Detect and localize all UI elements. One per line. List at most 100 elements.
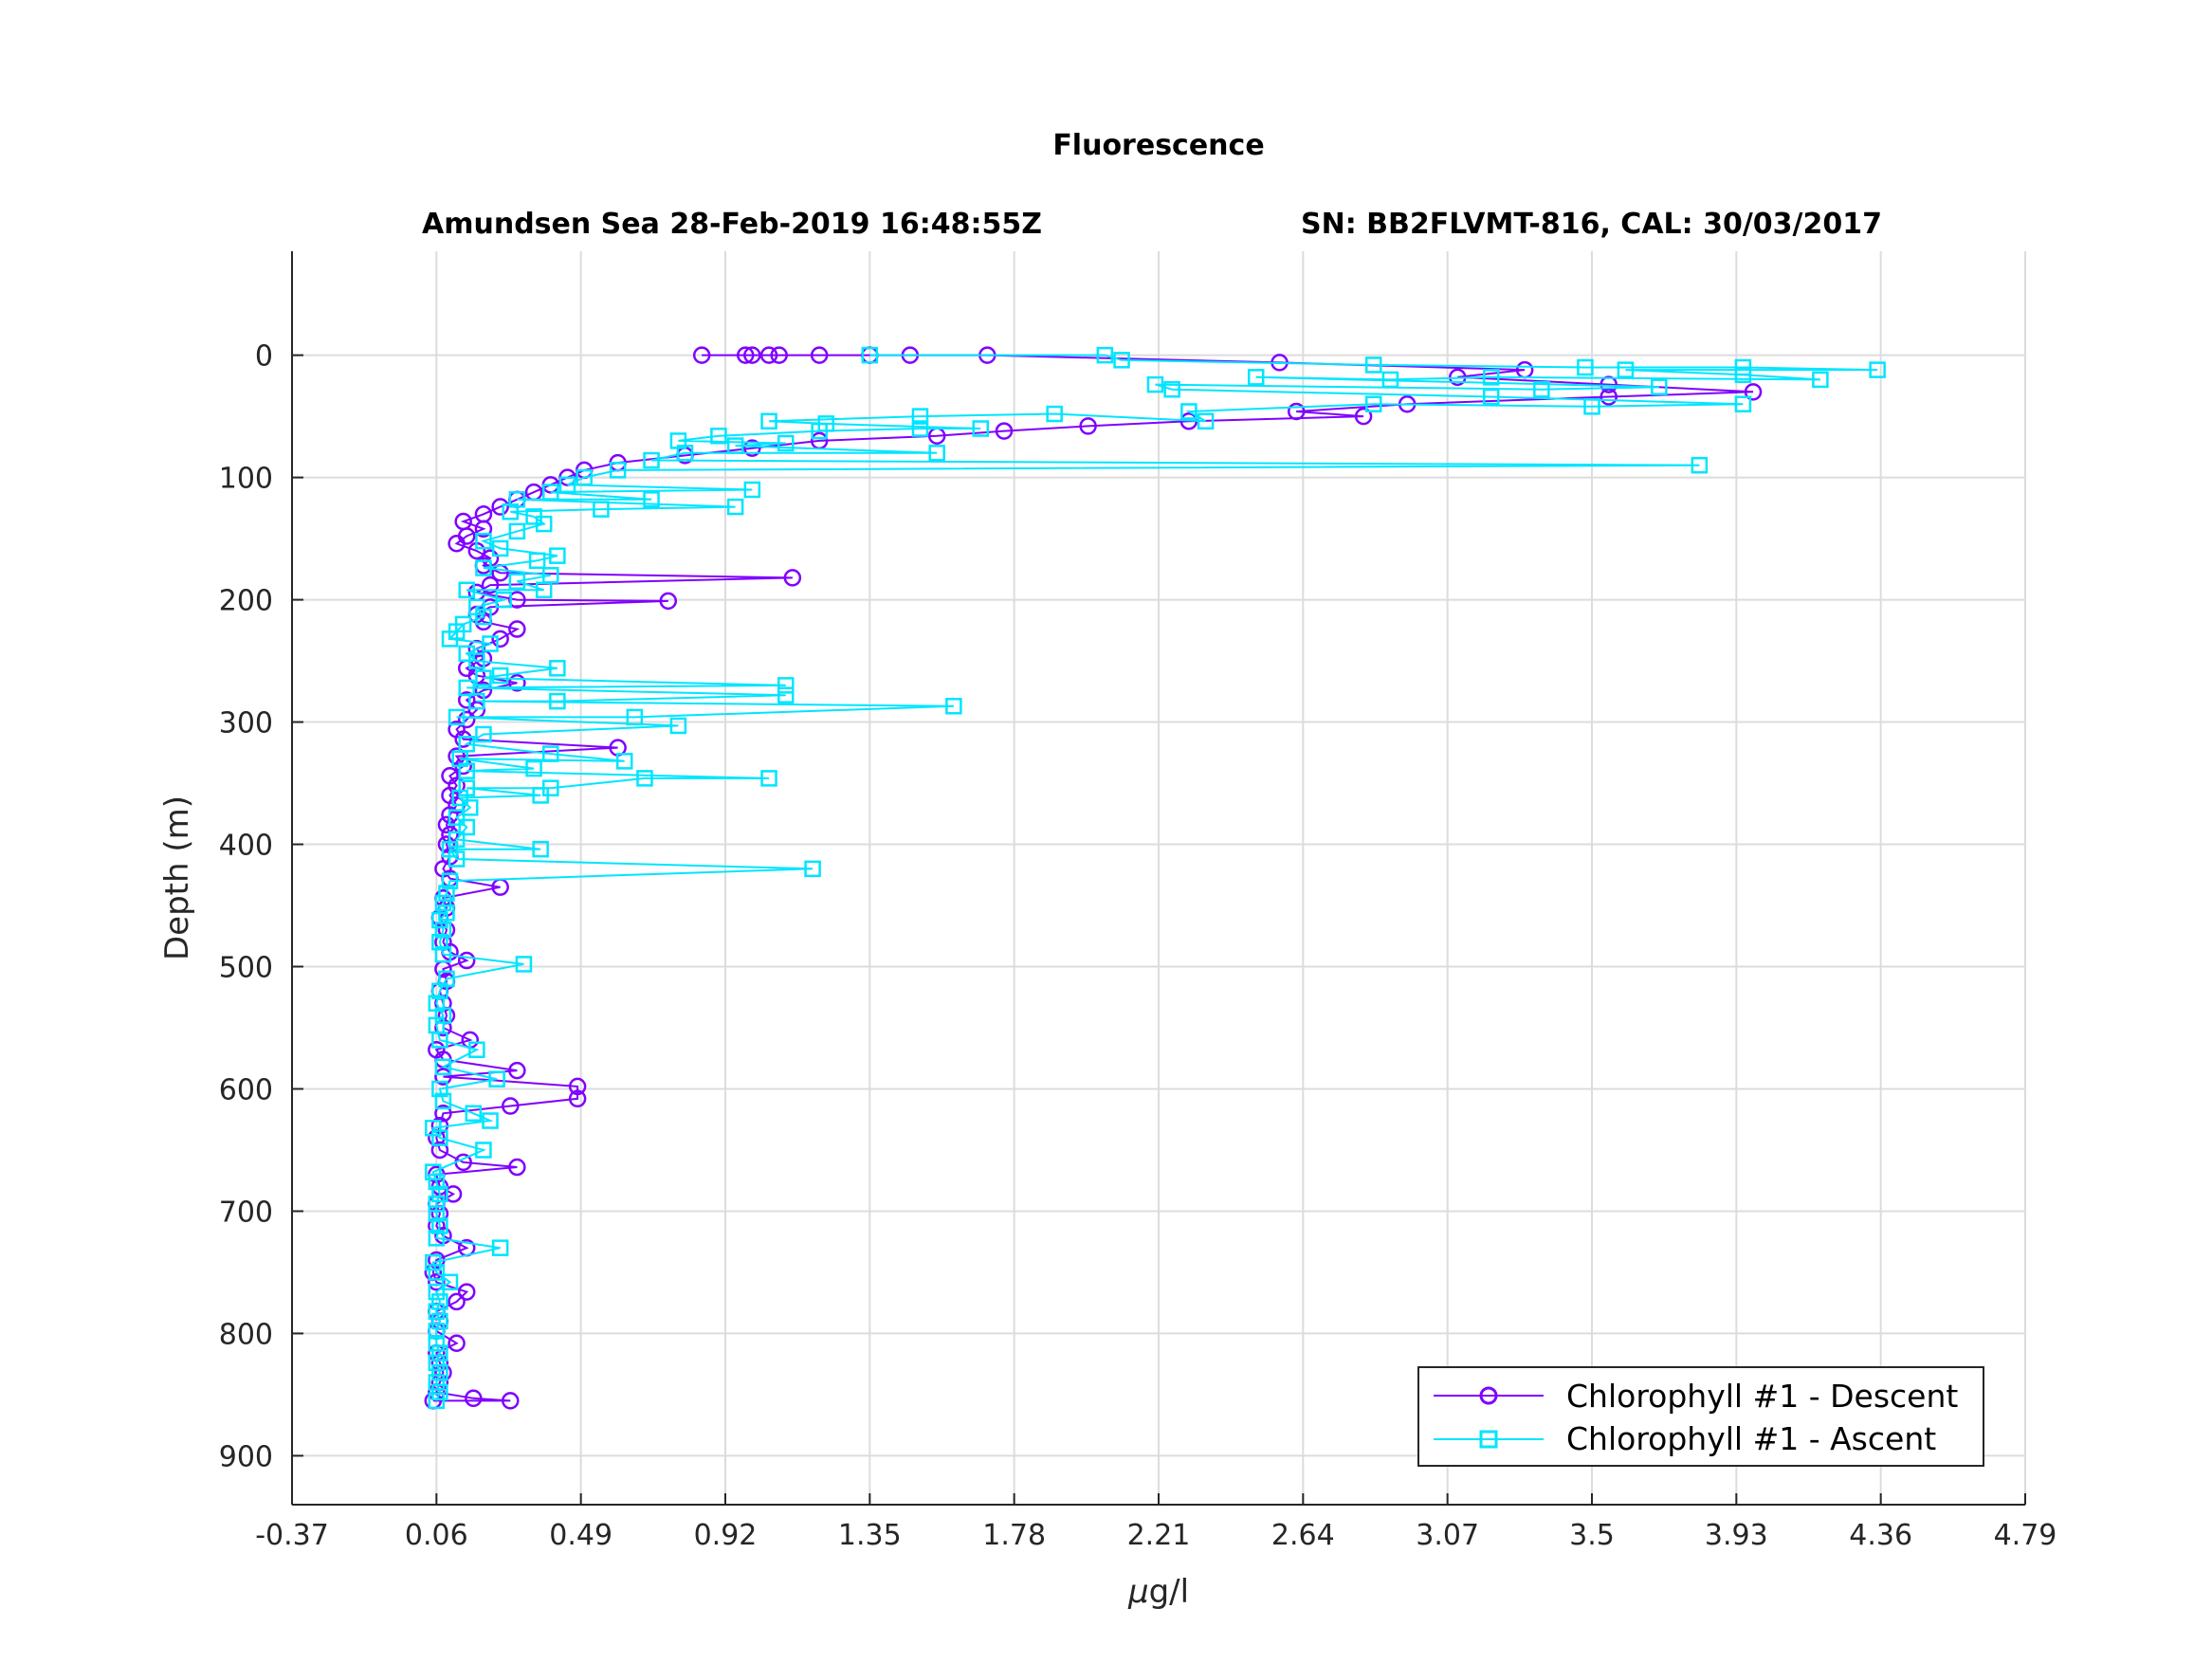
series-ascent-point [431,1344,448,1361]
chart-subtitle-right: SN: BB2FLVMT-816, CAL: 30/03/2017 [1301,208,1882,241]
series-descent-point [692,346,711,364]
series-descent-point [743,346,761,364]
series-ascent-point [428,1323,446,1340]
series-descent-point [491,498,509,516]
series-ascent-point [1381,371,1399,389]
series-ascent-point [475,669,492,686]
series-descent-point [430,1141,449,1160]
x-tick-label: 4.79 [1994,1519,2057,1552]
series-ascent-point [1533,380,1550,398]
series-ascent-point [448,708,466,726]
series-ascent-point [475,1142,492,1159]
series-ascent-point [1577,358,1594,376]
series-ascent-point [425,1253,442,1271]
series-ascent-point [1482,369,1500,386]
series-descent-point [810,346,829,364]
series-ascent-point [438,970,455,988]
x-tick-label: 2.21 [1127,1519,1191,1552]
series-ascent-point [428,1205,446,1222]
series-ascent-point [1113,352,1130,369]
series-ascent-point [431,1185,448,1203]
series-ascent-point [458,736,475,753]
series-ascent-point [549,547,566,564]
series-ascent [425,346,1886,1410]
series-ascent-point [488,1070,505,1087]
series-ascent-point [428,1374,446,1391]
series-ascent-point [434,922,452,939]
series-ascent-point [491,1239,509,1256]
x-tick-label: 1.35 [838,1519,902,1552]
series-descent-point [783,569,802,587]
series-descent-point [759,346,778,364]
series-ascent-point [454,615,472,633]
y-axis-label: Depth (m) [158,795,196,960]
series-ascent-point [448,831,466,849]
series-ascent-point [438,905,455,922]
series-ascent-point [458,779,475,796]
x-tick-label: 4.36 [1849,1519,1912,1552]
series-ascent-point [1180,403,1197,420]
series-descent-point [448,1292,466,1311]
series-ascent-point [491,539,509,557]
series-descent-point [659,592,678,611]
series-ascent-point [1617,361,1635,378]
series-ascent-point [549,692,566,710]
series-descent-point [770,346,788,364]
x-tick-label: 1.78 [982,1519,1046,1552]
series-descent-point [1600,375,1618,393]
series-ascent-point [431,1080,448,1098]
series-descent-point [454,730,472,748]
series-ascent-point [458,679,475,697]
series-ascent-point [1364,356,1382,374]
series-ascent-point [434,945,452,963]
legend-ascent-label: Chlorophyll #1 - Ascent [1566,1420,1936,1457]
series-ascent-point [468,598,485,616]
series-ascent-point [425,1120,442,1137]
series-ascent-point [462,799,479,816]
tick-layer: -0.37 0.06 0.49 0.92 1.35 1.78 2.21 2.64 3.07 3.5… [219,340,2057,1552]
series-ascent-point [428,1195,446,1213]
series-ascent-point [458,818,475,836]
series-descent-point [1744,383,1763,401]
x-axis-label-prefix: μ [1127,1573,1149,1611]
series-ascent-point [643,451,660,469]
series-ascent-point [1734,395,1752,412]
grid-layer [292,251,2026,1505]
series-ascent-point [508,491,526,508]
series-ascent-point [1812,371,1829,389]
series-ascent-point [1482,388,1500,406]
series-ascent-point [428,1392,446,1410]
x-tick-label: 3.93 [1705,1519,1768,1552]
series-ascent-point [431,933,448,951]
series-ascent-point [669,717,687,735]
series-descent-point [1600,388,1618,406]
series-ascent-point [525,759,542,777]
legend: Chlorophyll #1 - Descent Chlorophyll #1 … [1417,1366,1984,1467]
series-descent-point [444,1185,463,1203]
y-tick-label: 700 [219,1196,273,1229]
series-ascent-point [431,1217,448,1234]
chart-subtitle-left: Amundsen Sea 28-Feb-2019 16:48:55Z [422,208,1042,241]
series-descent-point [508,1158,526,1177]
series-descent-point [508,674,526,692]
series-ascent-point [515,956,533,973]
series-descent-point [481,576,500,594]
x-tick-label: -0.37 [255,1519,329,1552]
series-ascent-point [438,885,455,902]
series-descent-point [457,710,476,729]
series-descent-point [508,620,526,638]
series-ascent-point [669,432,687,449]
series-ascent-point [726,498,744,516]
series-ascent-point [1163,380,1180,398]
series-descent-point [434,1105,452,1123]
series-ascent-point [491,667,509,685]
series-ascent-point [428,995,446,1012]
series-ascent-point [609,462,627,479]
series-ascent-point [626,708,644,726]
series-ascent-point [1096,346,1114,364]
series-ascent-point [468,1041,485,1058]
series-ascent-point [428,1264,446,1281]
series-ascent-point [441,1273,459,1291]
series-descent-point [502,1097,520,1115]
